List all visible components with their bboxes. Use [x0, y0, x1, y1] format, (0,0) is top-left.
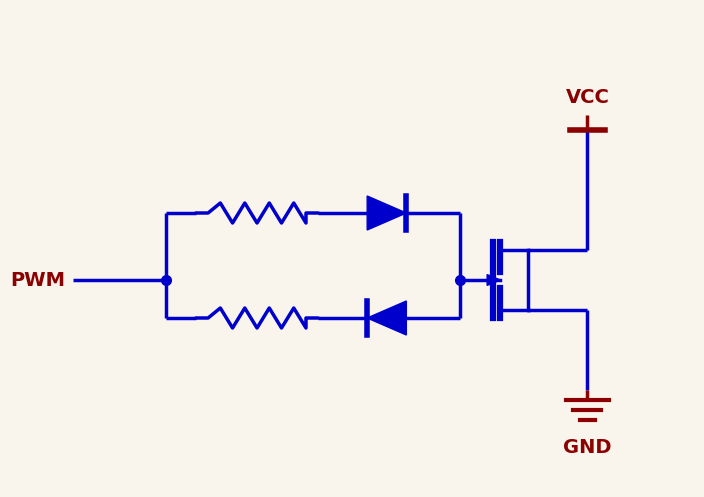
Text: GND: GND — [563, 438, 612, 457]
Text: VCC: VCC — [565, 88, 610, 107]
Polygon shape — [367, 301, 406, 335]
Polygon shape — [367, 196, 406, 230]
Text: PWM: PWM — [11, 270, 65, 289]
Polygon shape — [487, 275, 501, 285]
